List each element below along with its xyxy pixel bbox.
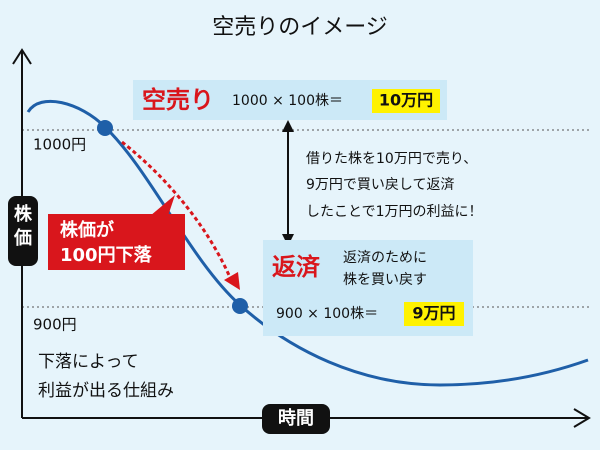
buyback-point (232, 298, 248, 314)
drop-arrow (121, 140, 234, 283)
summary: 下落によって (38, 352, 139, 372)
callout-formula: 900 × 100株＝ (276, 306, 378, 322)
x-axis-arrow (573, 408, 591, 428)
drop-arrow-head (224, 272, 240, 290)
title: 空売りのイメージ (212, 15, 388, 40)
callout-label: 空売り (142, 86, 214, 114)
badge-text: 100円下落 (60, 245, 153, 266)
y-label-box (8, 196, 38, 266)
x-label-box (262, 404, 330, 434)
callout-label: 返済 (272, 253, 321, 281)
badge-text: 株価が (60, 219, 114, 241)
callout-note: 返済のために (343, 250, 427, 266)
sell-point (97, 120, 113, 136)
level-label: 900円 (33, 316, 77, 334)
callout-note: 株を買い戻す (343, 272, 427, 288)
y-label: 株価 (13, 203, 33, 249)
callout-amount: 9万円 (412, 304, 455, 323)
callout-amount: 10万円 (379, 91, 433, 110)
gap-arrow-head (282, 120, 294, 132)
profit-note: したことで1万円の利益に！ (306, 204, 483, 220)
summary: 利益が出る仕組み (38, 381, 174, 401)
badge-pointer (150, 195, 175, 216)
callout-formula: 1000 × 100株＝ (232, 93, 343, 109)
x-label: 時間 (278, 408, 314, 429)
level-label: 1000円 (33, 136, 86, 154)
drop-badge (48, 214, 185, 270)
y-axis-arrow (12, 48, 32, 65)
highlight (404, 302, 464, 326)
profit-note: 9万円で買い戻して返済 (306, 177, 455, 193)
highlight (372, 89, 440, 113)
profit-note: 借りた株を10万円で売り、 (306, 151, 477, 167)
